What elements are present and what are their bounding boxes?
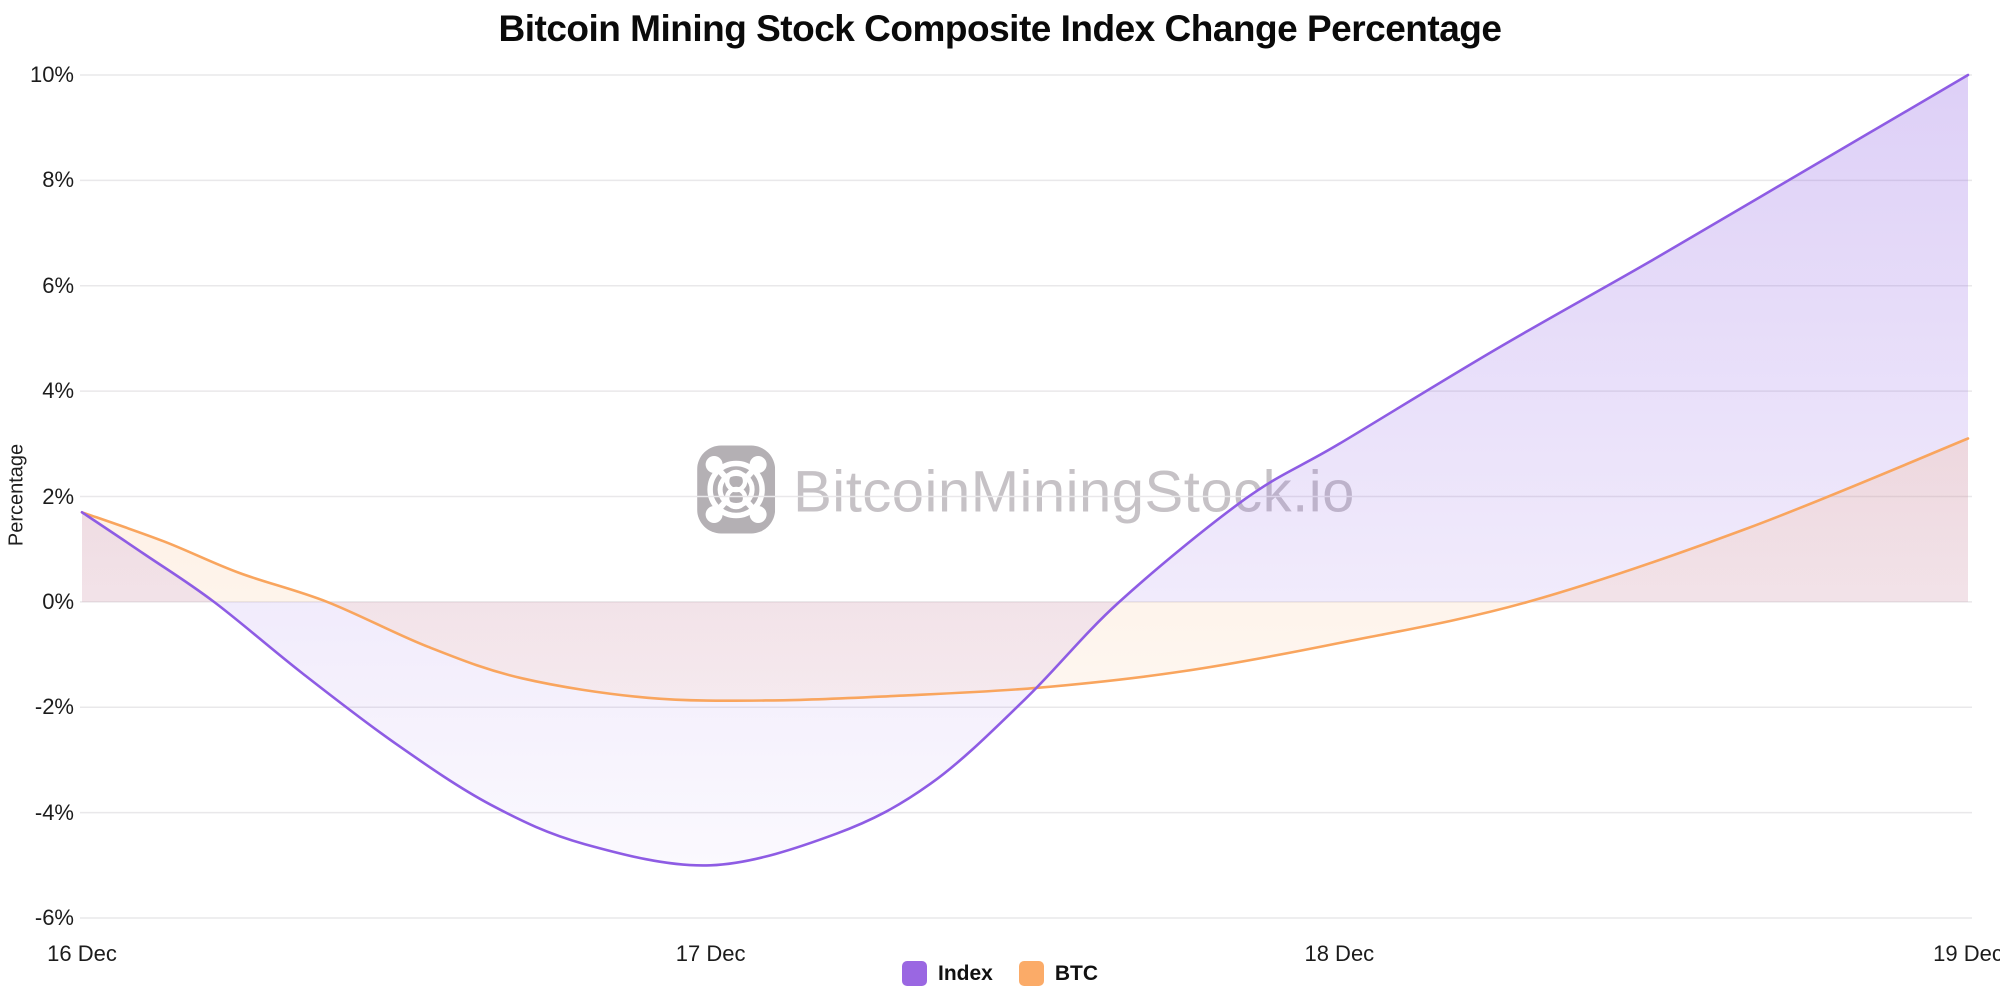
x-tick-label-17-Dec: 17 Dec <box>675 941 746 966</box>
y-tick-label-0pct: 0% <box>42 588 74 614</box>
x-tick-label-16-Dec: 16 Dec <box>47 941 117 966</box>
y-tick-label-2pct: 2% <box>42 483 74 509</box>
y-tick-label-10pct: 10% <box>29 62 74 87</box>
y-tick-label--4pct: -4% <box>34 799 74 825</box>
y-tick-label-6pct: 6% <box>42 272 74 298</box>
legend: Index BTC <box>0 961 2000 986</box>
legend-label-btc: BTC <box>1054 961 1099 985</box>
index-line-series <box>80 73 1970 867</box>
legend-swatch-index <box>901 961 927 986</box>
y-tick-label-8pct: 8% <box>42 167 74 193</box>
x-tick-label-19-Dec: 19 Dec <box>1933 941 2000 966</box>
btc-line-series <box>80 437 1970 703</box>
y-tick-label--2pct: -2% <box>34 694 74 720</box>
legend-item-index[interactable]: Index <box>901 961 993 986</box>
x-tick-label-18-Dec: 18 Dec <box>1304 941 1375 966</box>
legend-item-btc[interactable]: BTC <box>1018 961 1099 986</box>
legend-label-index: Index <box>937 961 993 985</box>
index-area-fill <box>82 75 1968 866</box>
y-tick-label--6pct: -6% <box>34 905 74 930</box>
y-tick-label-4pct: 4% <box>42 378 74 404</box>
chart-title: Bitcoin Mining Stock Composite Index Cha… <box>498 8 1502 49</box>
legend-swatch-btc <box>1018 961 1044 986</box>
btc-area-fill <box>82 438 1968 701</box>
